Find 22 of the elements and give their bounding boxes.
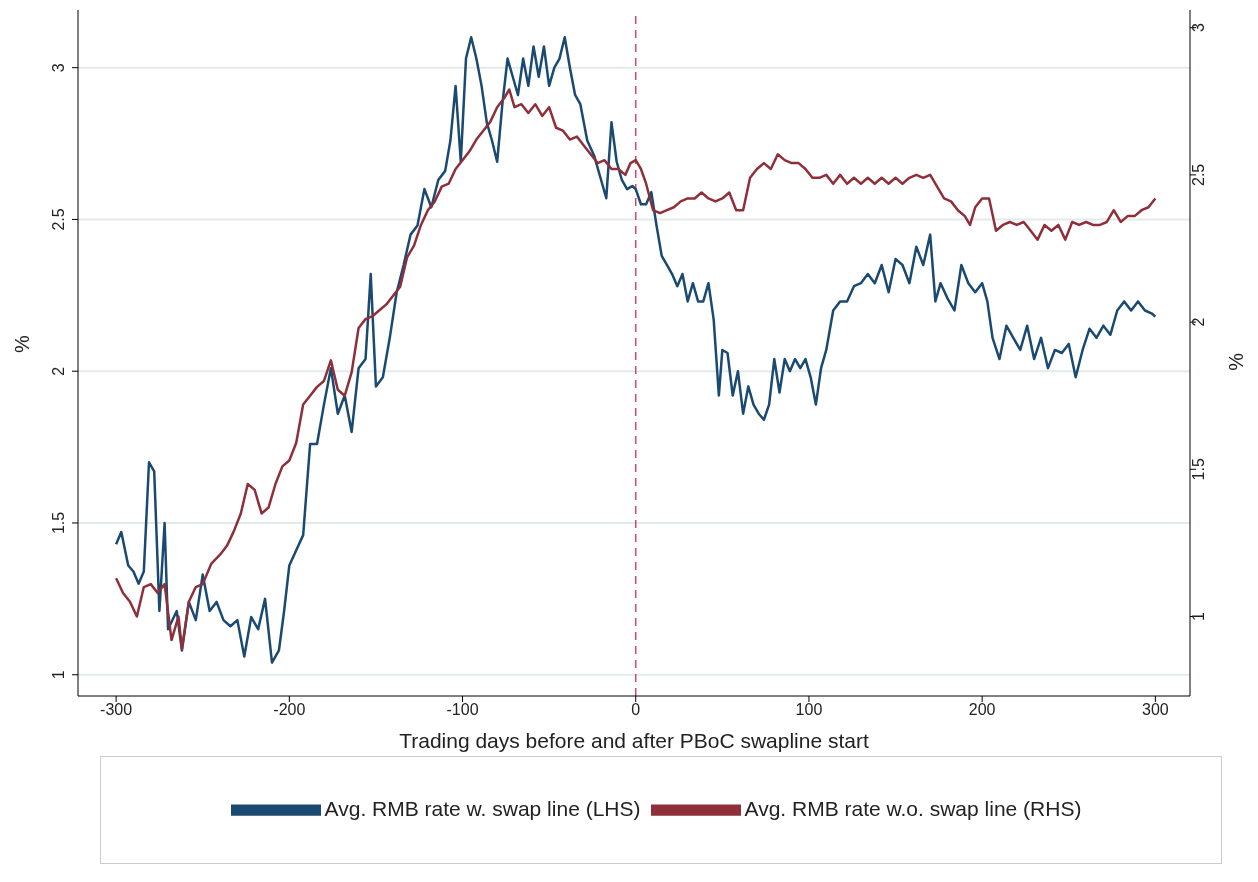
x-axis-title: Trading days before and after PBoC swapline start xyxy=(399,729,869,752)
legend-label: Avg. RMB rate w. swap line (LHS) xyxy=(324,796,641,820)
y2-tick-label: 1.5 xyxy=(1190,458,1207,481)
x-tick-label: -300 xyxy=(100,701,133,719)
x-tick-label: 300 xyxy=(1142,701,1169,719)
x-tick-label: 100 xyxy=(795,701,823,719)
y2-tick-label: 2 xyxy=(1190,317,1207,327)
y2-tick-label: 3 xyxy=(1190,23,1207,33)
x-tick-label: -200 xyxy=(273,701,306,719)
y-tick-label: 2 xyxy=(50,366,67,376)
y-tick-label: 1.5 xyxy=(50,511,67,535)
x-tick-label: -100 xyxy=(446,701,479,719)
y-tick-label: 3 xyxy=(50,63,67,73)
x-tick-label: 0 xyxy=(631,701,641,719)
y2-tick-label: 1 xyxy=(1190,611,1207,621)
legend-label: Avg. RMB rate w.o. swap line (RHS) xyxy=(744,796,1082,820)
y-tick-label: 2.5 xyxy=(50,208,67,231)
x-tick-label: 200 xyxy=(968,701,996,719)
y2-tick-label: 2.5 xyxy=(1190,163,1207,186)
y-axis-title: % xyxy=(11,335,34,353)
y2-axis-title: % xyxy=(1225,352,1248,371)
y-tick-label: 1 xyxy=(50,670,67,680)
